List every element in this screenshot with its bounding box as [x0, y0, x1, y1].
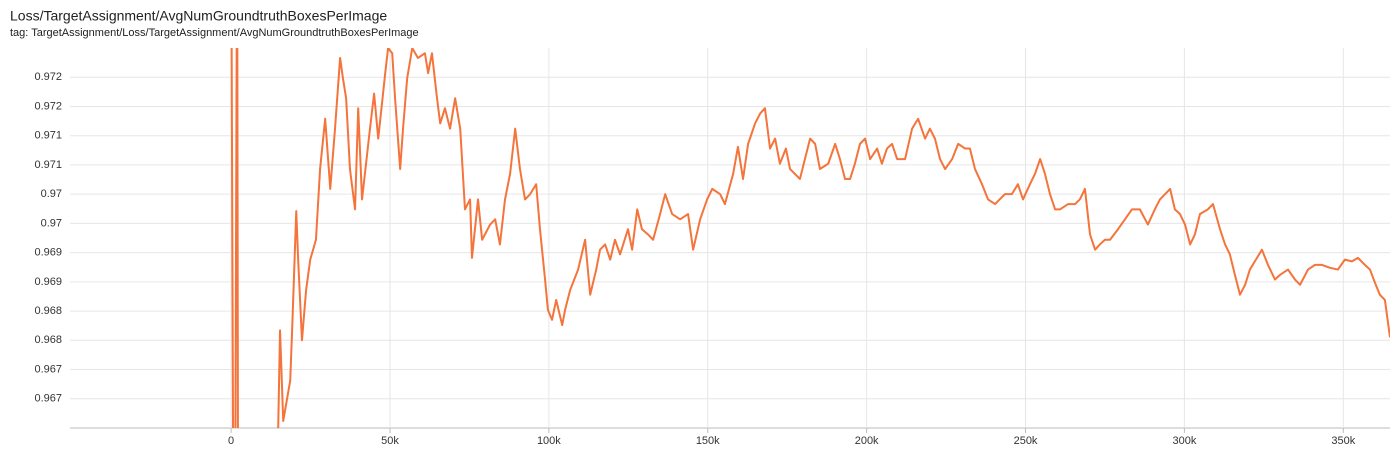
y-tick-label: 0.967	[34, 393, 62, 405]
x-tick-label: 100k	[537, 435, 561, 447]
y-tick-label: 0.971	[34, 159, 62, 171]
plot-area	[230, 48, 1390, 428]
chart-title: Loss/TargetAssignment/AvgNumGroundtruthB…	[10, 8, 387, 24]
y-tick-label: 0.972	[34, 100, 62, 112]
x-tick-label: 50k	[381, 435, 399, 447]
chart-subtitle: tag: TargetAssignment/Loss/TargetAssignm…	[10, 27, 419, 39]
x-tick-label: 250k	[1014, 435, 1038, 447]
y-tick-label: 0.97	[41, 188, 62, 200]
x-tick-label: 350k	[1331, 435, 1355, 447]
x-tick-label: 300k	[1172, 435, 1196, 447]
data-line	[230, 48, 1390, 428]
x-tick-label: 150k	[696, 435, 720, 447]
y-tick-label: 0.972	[34, 71, 62, 83]
grid	[70, 48, 1390, 428]
y-tick-label: 0.968	[34, 334, 62, 346]
y-tick-label: 0.969	[34, 247, 62, 259]
y-tick-label: 0.969	[34, 276, 62, 288]
y-tick-label: 0.968	[34, 305, 62, 317]
x-tick-label: 200k	[855, 435, 879, 447]
y-tick-label: 0.971	[34, 130, 62, 142]
y-tick-label: 0.967	[34, 363, 62, 375]
x-tick-label: 0	[228, 435, 234, 447]
y-tick-label: 0.97	[41, 217, 62, 229]
